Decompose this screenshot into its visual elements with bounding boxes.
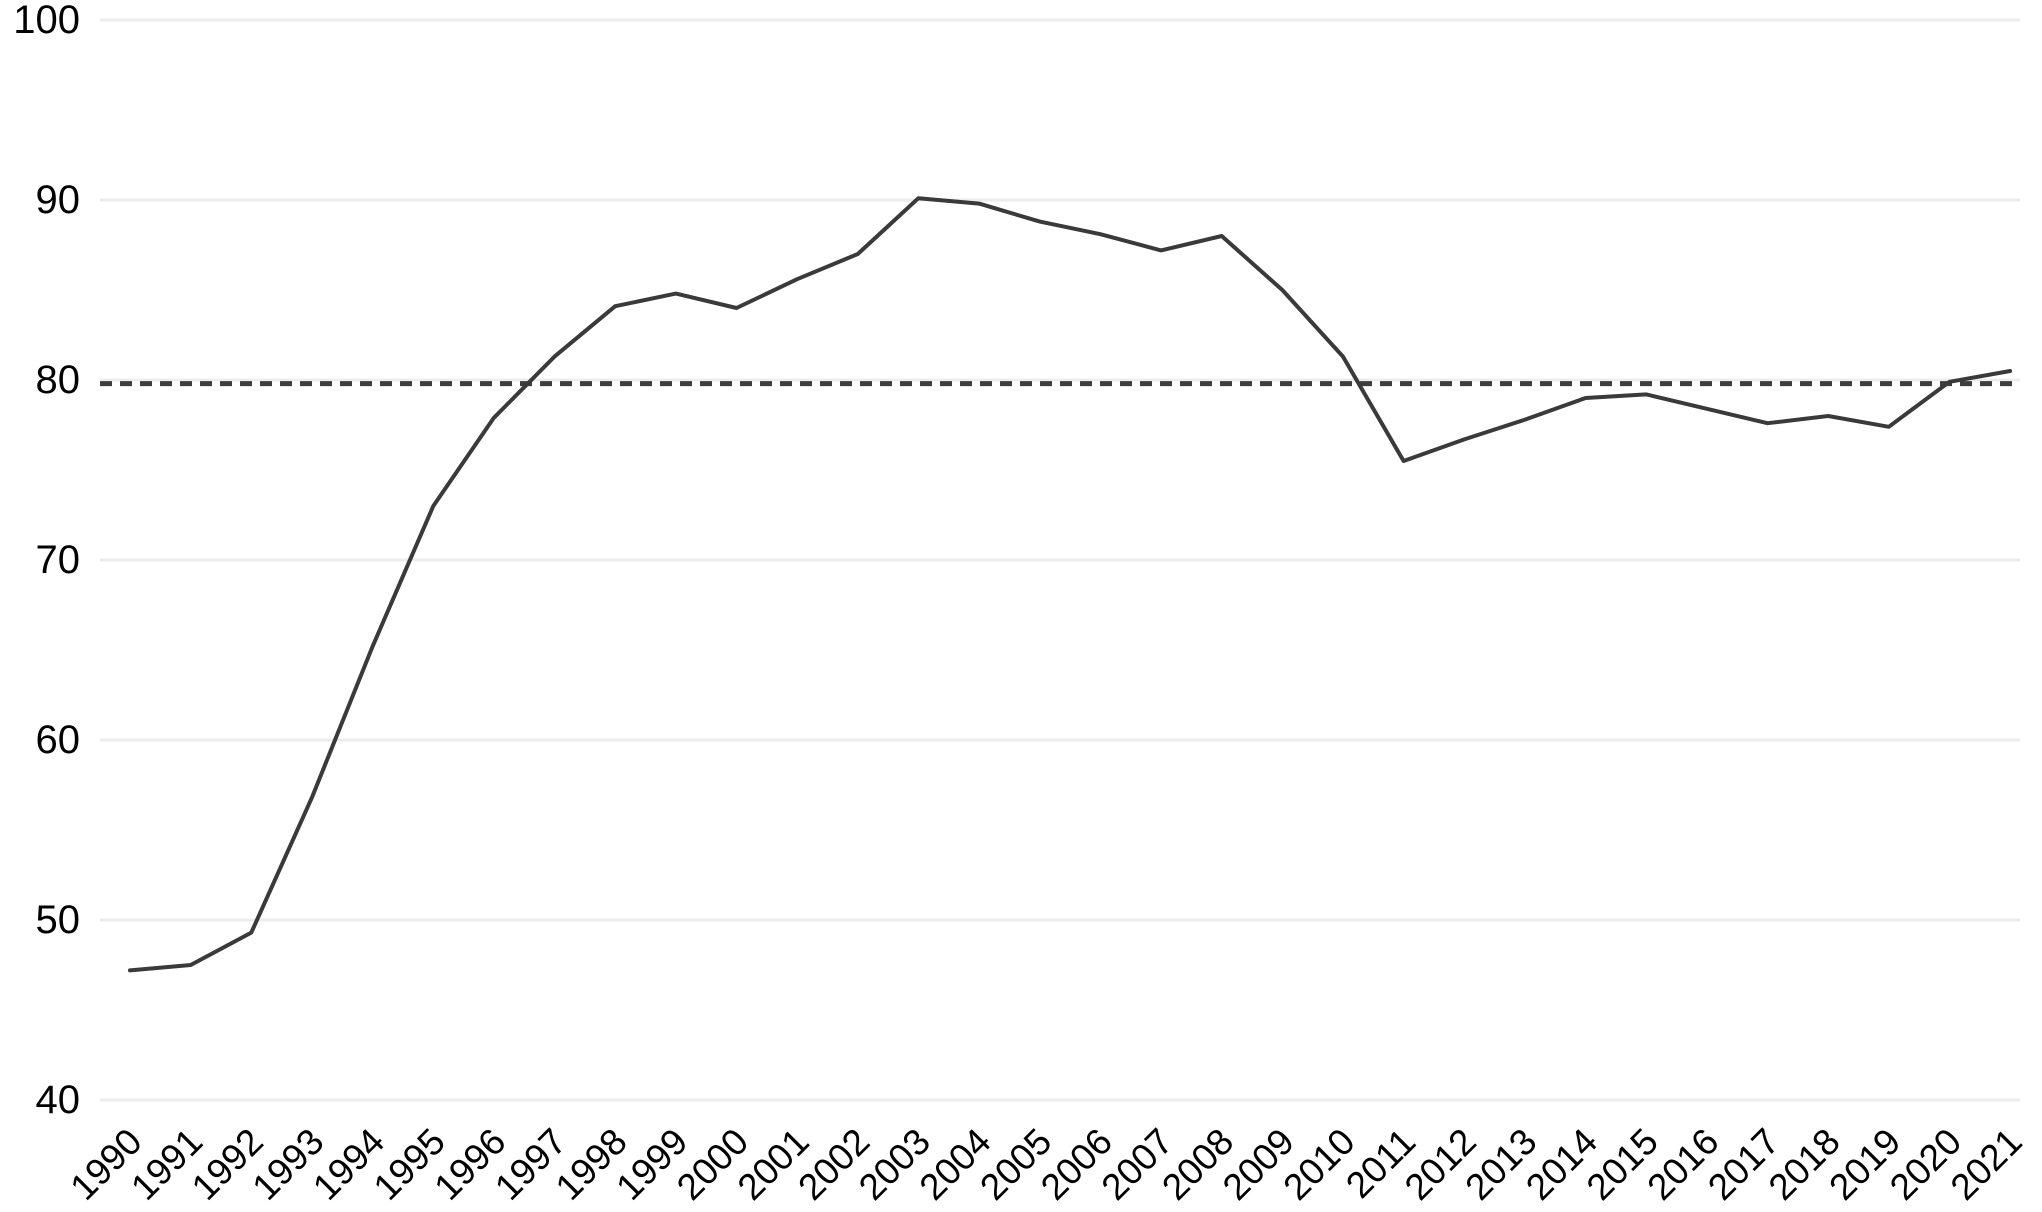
y-tick-label-40: 40 — [36, 1078, 81, 1122]
y-tick-label-60: 60 — [36, 718, 81, 762]
y-tick-label-80: 80 — [36, 358, 81, 402]
y-tick-label-90: 90 — [36, 178, 81, 222]
y-tick-label-50: 50 — [36, 898, 81, 942]
series-line-main-series — [128, 196, 2013, 973]
x-tick-label-2021: 2021 — [1943, 1121, 2030, 1208]
y-tick-label-70: 70 — [36, 538, 81, 582]
y-tick-label-100: 100 — [13, 0, 80, 42]
